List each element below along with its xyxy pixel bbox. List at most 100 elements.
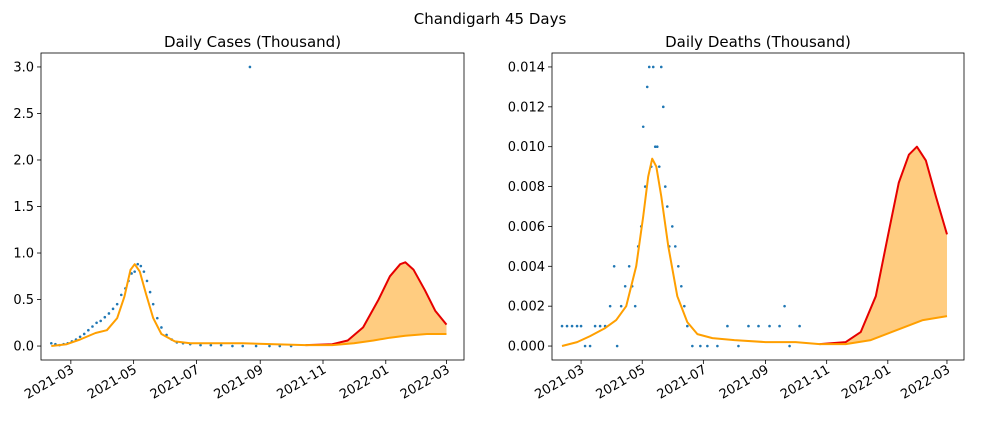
data-point xyxy=(565,324,569,328)
data-point xyxy=(119,293,123,297)
data-point xyxy=(691,344,694,348)
y-tick-label: 2.5 xyxy=(13,107,34,122)
data-point xyxy=(82,332,86,336)
x-tick-label: 2022-01 xyxy=(337,362,392,402)
data-point xyxy=(278,344,282,348)
y-tick-label: 1.0 xyxy=(13,247,34,262)
data-point xyxy=(716,344,719,348)
y-tick-label: 0.014 xyxy=(508,60,545,75)
y-tick-label: 0.002 xyxy=(508,300,545,315)
data-point xyxy=(783,304,786,308)
y-tick-label: 0.004 xyxy=(508,260,545,275)
x-tick-label: 2021-05 xyxy=(85,362,140,402)
y-tick-label: 0.0 xyxy=(13,340,34,355)
data-point xyxy=(148,290,152,294)
data-point xyxy=(254,344,258,348)
y-tick-label: 0.000 xyxy=(508,340,545,355)
data-point xyxy=(583,344,587,348)
data-point xyxy=(136,262,140,266)
data-point xyxy=(627,265,631,268)
data-point xyxy=(103,315,107,319)
data-point xyxy=(726,324,729,328)
data-point xyxy=(706,344,709,348)
data-point xyxy=(677,265,680,268)
forecast-band xyxy=(819,146,947,345)
x-tick-label: 2021-03 xyxy=(533,362,588,402)
y-tick-label: 0.012 xyxy=(508,100,545,115)
data-point xyxy=(619,304,623,308)
data-point xyxy=(699,344,702,348)
data-point xyxy=(747,324,750,328)
data-point xyxy=(683,304,686,308)
data-point xyxy=(653,145,657,148)
data-point xyxy=(768,324,771,328)
data-point xyxy=(155,316,159,320)
data-point xyxy=(657,165,661,168)
data-point xyxy=(107,312,111,315)
data-point xyxy=(130,272,133,275)
x-tick-label: 2021-07 xyxy=(148,362,203,402)
data-point xyxy=(87,328,90,332)
data-point xyxy=(139,264,143,268)
data-point xyxy=(673,245,677,248)
x-tick-label: 2021-03 xyxy=(22,362,77,402)
data-point xyxy=(645,85,649,89)
y-tick-label: 0.5 xyxy=(13,293,34,308)
data-point xyxy=(608,304,612,308)
panel-title: Daily Deaths (Thousand) xyxy=(665,33,851,51)
data-point xyxy=(268,344,271,348)
y-tick-label: 0.010 xyxy=(508,140,545,155)
x-tick-label: 2022-03 xyxy=(898,362,953,402)
data-point xyxy=(49,341,53,345)
y-tick-label: 2.0 xyxy=(13,153,34,168)
data-point xyxy=(737,344,740,348)
data-point xyxy=(641,125,645,129)
data-point xyxy=(209,343,213,347)
x-tick-label: 2021-09 xyxy=(717,362,772,402)
x-tick-label: 2021-09 xyxy=(212,362,267,402)
data-point xyxy=(151,302,155,306)
axes-frame xyxy=(551,52,965,361)
data-point xyxy=(111,307,115,311)
data-point xyxy=(593,324,597,328)
data-point xyxy=(633,304,637,308)
y-tick-label: 3.0 xyxy=(13,60,34,75)
data-point xyxy=(778,324,781,328)
data-point xyxy=(199,343,202,347)
data-point xyxy=(579,324,583,328)
fit-line xyxy=(561,157,948,347)
data-point xyxy=(115,302,119,306)
data-point xyxy=(78,335,82,339)
data-point xyxy=(570,324,574,328)
data-point xyxy=(142,270,146,273)
y-tick-label: 1.5 xyxy=(13,200,34,215)
data-point xyxy=(560,324,564,328)
forecast-upper-line xyxy=(305,261,448,347)
data-point xyxy=(788,344,791,348)
data-point xyxy=(670,225,674,228)
x-tick-label: 2021-07 xyxy=(655,362,710,402)
data-point xyxy=(248,65,252,69)
x-tick-label: 2022-03 xyxy=(398,362,453,402)
data-point xyxy=(219,343,223,347)
y-tick-label: 0.008 xyxy=(508,180,545,195)
data-point xyxy=(661,105,665,109)
data-point xyxy=(651,65,655,69)
forecast-band xyxy=(305,262,447,346)
data-point xyxy=(798,324,801,328)
data-point xyxy=(615,344,619,348)
data-point xyxy=(145,279,149,283)
data-point xyxy=(665,205,669,208)
data-point xyxy=(160,326,163,329)
data-point xyxy=(686,324,689,328)
data-point xyxy=(659,65,663,69)
data-point xyxy=(91,325,94,328)
data-point xyxy=(647,65,651,69)
x-tick-label: 2021-11 xyxy=(274,362,329,402)
fit-line xyxy=(51,263,447,347)
data-point xyxy=(241,344,245,348)
data-point xyxy=(575,324,579,328)
data-point xyxy=(588,344,592,348)
data-point xyxy=(95,321,98,325)
